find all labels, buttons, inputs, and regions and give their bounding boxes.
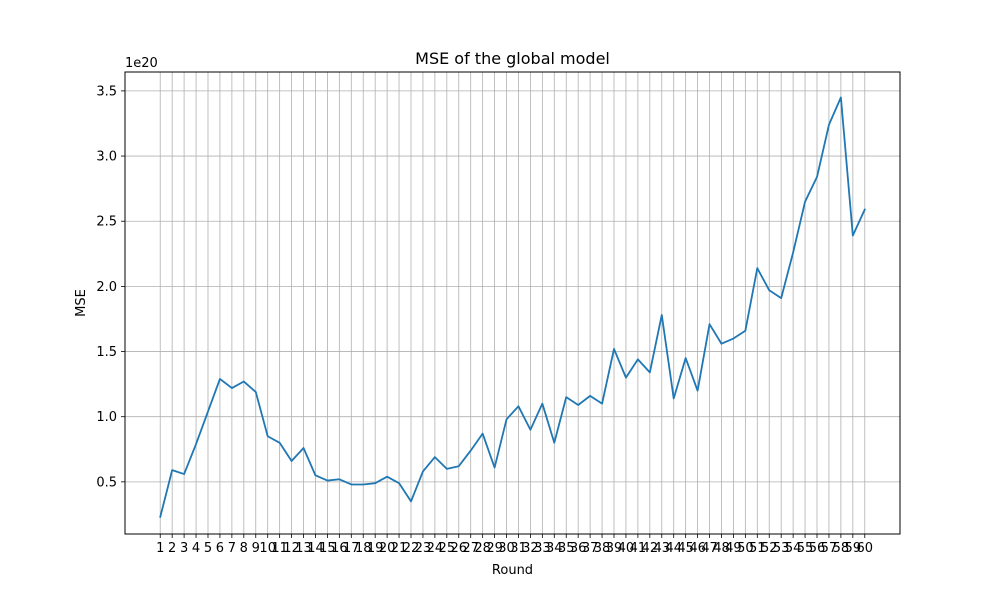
x-tick-label: 57 bbox=[821, 541, 838, 556]
x-tick-label: 15 bbox=[319, 541, 336, 556]
x-tick-label: 35 bbox=[558, 541, 575, 556]
x-tick-label: 12 bbox=[283, 541, 300, 556]
x-tick-label: 53 bbox=[773, 541, 790, 556]
x-tick-label: 58 bbox=[833, 541, 850, 556]
x-tick-label: 28 bbox=[474, 541, 491, 556]
x-tick-label: 29 bbox=[486, 541, 503, 556]
x-tick-label: 38 bbox=[594, 541, 611, 556]
x-tick-label: 7 bbox=[228, 541, 236, 556]
x-tick-label: 2 bbox=[168, 541, 176, 556]
x-tick-label: 56 bbox=[809, 541, 826, 556]
x-tick-label: 17 bbox=[343, 541, 360, 556]
x-tick-label: 47 bbox=[701, 541, 718, 556]
x-tick-label: 42 bbox=[642, 541, 659, 556]
x-tick-label: 25 bbox=[439, 541, 456, 556]
x-axis-label: Round bbox=[492, 563, 533, 578]
y-tick-label: 1.0 bbox=[96, 410, 117, 425]
x-tick-label: 39 bbox=[606, 541, 623, 556]
x-tick-label: 16 bbox=[331, 541, 348, 556]
x-tick-label: 49 bbox=[725, 541, 742, 556]
x-tick-label: 23 bbox=[415, 541, 432, 556]
x-tick-label: 22 bbox=[403, 541, 420, 556]
x-tick-label: 5 bbox=[204, 541, 212, 556]
x-tick-label: 41 bbox=[630, 541, 647, 556]
x-tick-label: 10 bbox=[259, 541, 276, 556]
x-tick-label: 13 bbox=[295, 541, 312, 556]
x-tick-label: 21 bbox=[391, 541, 408, 556]
plot-frame bbox=[124, 71, 901, 535]
x-tick-label: 19 bbox=[367, 541, 384, 556]
x-tick-label: 37 bbox=[582, 541, 599, 556]
series-line bbox=[159, 96, 866, 518]
x-tick-label: 59 bbox=[845, 541, 862, 556]
x-tick-label: 8 bbox=[240, 541, 248, 556]
x-tick-label: 36 bbox=[570, 541, 587, 556]
x-tick-label: 26 bbox=[450, 541, 467, 556]
x-tick-label: 45 bbox=[677, 541, 694, 556]
x-tick-label: 24 bbox=[427, 541, 444, 556]
x-tick-label: 43 bbox=[653, 541, 670, 556]
y-offset-label: 1e20 bbox=[125, 56, 158, 71]
x-tick-label: 20 bbox=[379, 541, 396, 556]
x-tick-label: 11 bbox=[271, 541, 288, 556]
y-tick-label: 2.5 bbox=[96, 215, 117, 230]
grid-lines bbox=[125, 72, 900, 534]
x-tick-label: 6 bbox=[216, 541, 224, 556]
x-tick-label: 33 bbox=[534, 541, 551, 556]
x-tick-label: 4 bbox=[192, 541, 200, 556]
x-tick-label: 52 bbox=[761, 541, 778, 556]
x-tick-label: 55 bbox=[797, 541, 814, 556]
chart-title: MSE of the global model bbox=[415, 49, 610, 68]
x-tick-label: 60 bbox=[856, 541, 873, 556]
x-tick-label: 48 bbox=[713, 541, 730, 556]
axis-ticks: 1 2 3 4 5 6 7 8 9 1011121314151617181920212223242… bbox=[96, 84, 873, 556]
x-tick-label: 54 bbox=[785, 541, 802, 556]
x-tick-label: 46 bbox=[689, 541, 706, 556]
x-tick-label: 1 bbox=[156, 541, 164, 556]
x-tick-label: 14 bbox=[307, 541, 324, 556]
y-tick-label: 3.0 bbox=[96, 150, 117, 165]
x-tick-label: 40 bbox=[618, 541, 635, 556]
x-tick-label: 50 bbox=[737, 541, 754, 556]
x-tick-label: 31 bbox=[510, 541, 527, 556]
y-tick-label: 1.5 bbox=[96, 345, 117, 360]
x-tick-label: 18 bbox=[355, 541, 372, 556]
x-tick-label: 51 bbox=[749, 541, 766, 556]
series-layer bbox=[159, 96, 866, 518]
x-tick-label: 27 bbox=[462, 541, 479, 556]
y-tick-label: 0.5 bbox=[96, 475, 117, 490]
y-axis-label: MSE bbox=[74, 289, 89, 317]
y-tick-label: 3.5 bbox=[96, 84, 117, 99]
x-tick-label: 9 bbox=[252, 541, 260, 556]
x-tick-label: 30 bbox=[498, 541, 515, 556]
x-tick-label: 32 bbox=[522, 541, 539, 556]
x-tick-label: 3 bbox=[180, 541, 188, 556]
x-tick-label: 44 bbox=[665, 541, 682, 556]
y-tick-label: 2.0 bbox=[96, 280, 117, 295]
x-tick-label: 34 bbox=[546, 541, 563, 556]
